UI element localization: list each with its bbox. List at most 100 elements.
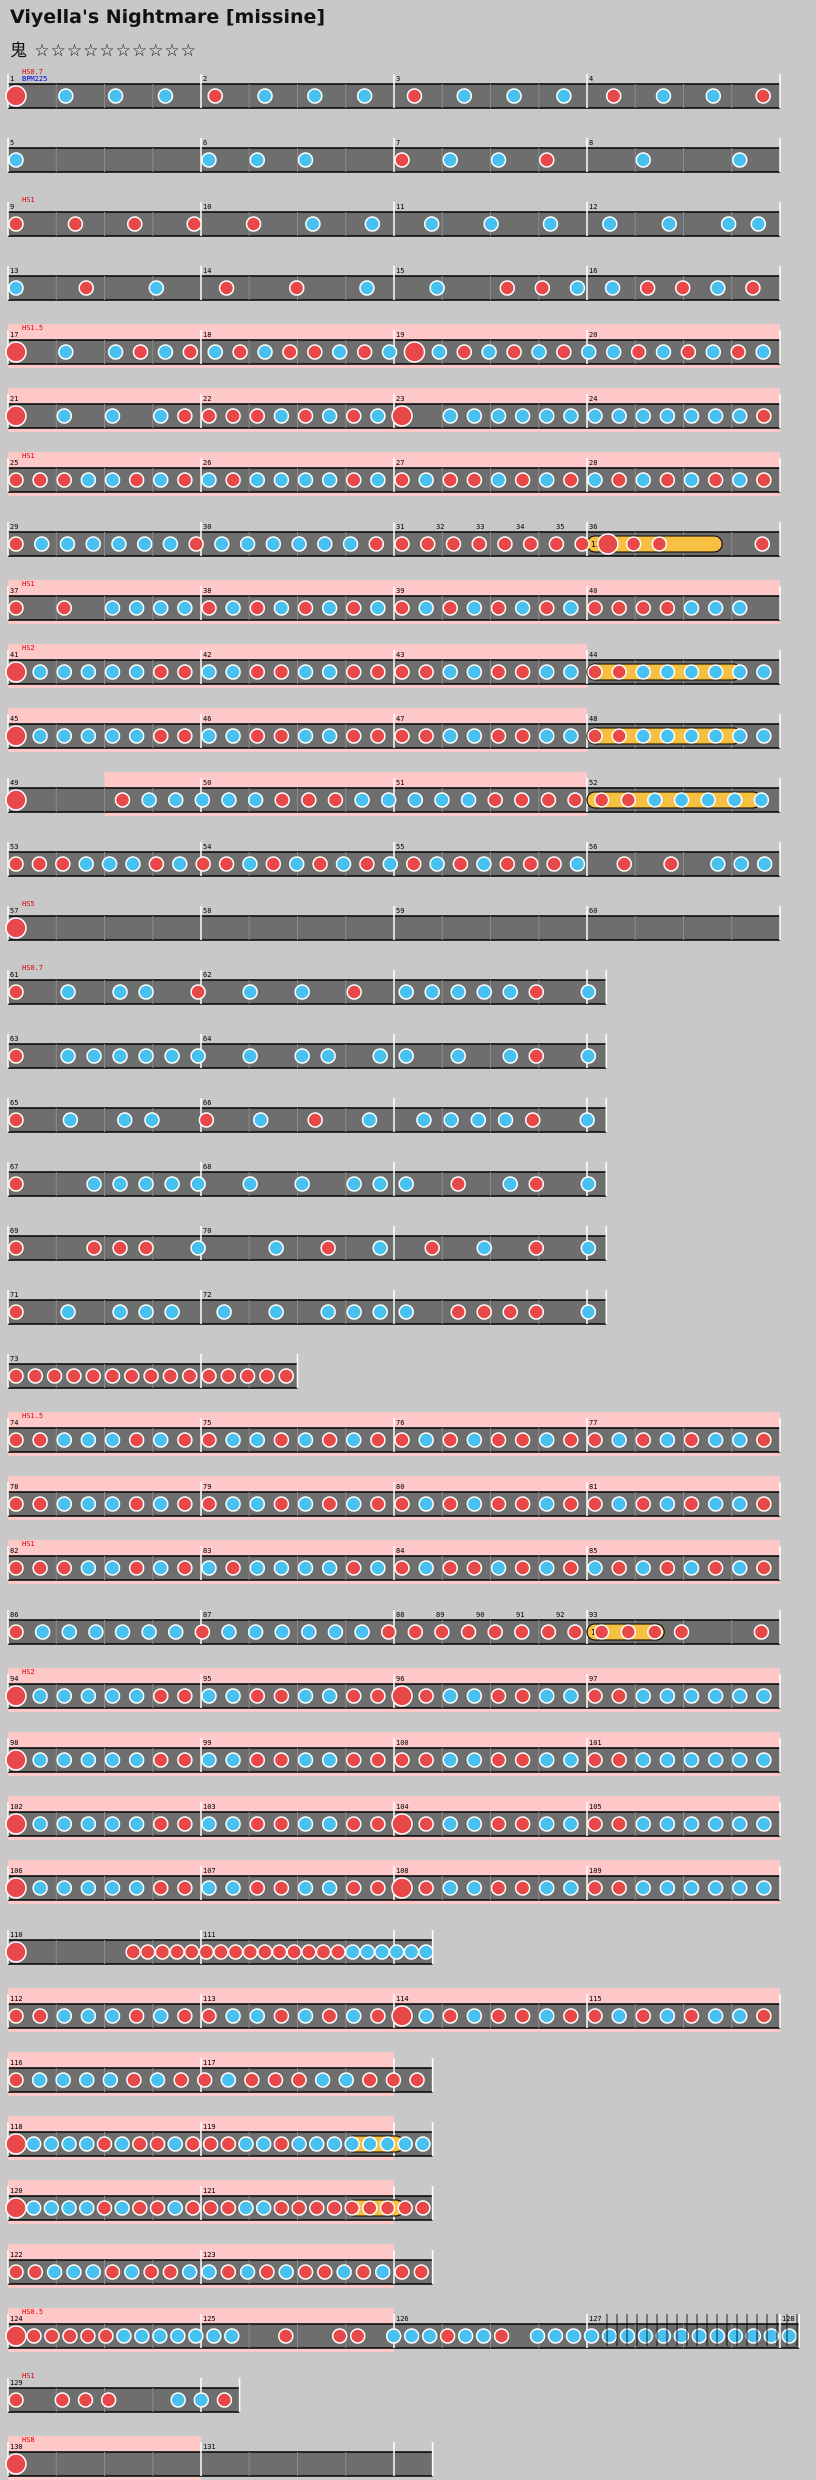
don-note xyxy=(56,600,72,616)
measure-number: 27 xyxy=(396,459,404,467)
don-note xyxy=(452,856,469,872)
ka-note xyxy=(257,344,273,360)
don-note xyxy=(346,1880,362,1896)
don-note xyxy=(466,1560,483,1576)
scroll-speed-label: HS1 xyxy=(22,1540,35,1548)
measure-number: 131 xyxy=(203,2443,216,2451)
ka-note xyxy=(707,1816,724,1832)
measure-number: 45 xyxy=(10,715,18,723)
ka-note xyxy=(539,408,555,424)
don-note xyxy=(149,2136,166,2152)
ka-note xyxy=(193,2392,210,2408)
don-note xyxy=(625,536,642,552)
ka-note xyxy=(356,88,373,104)
don-note xyxy=(273,1752,290,1768)
don-note xyxy=(291,2072,307,2088)
don-note xyxy=(680,344,697,360)
don-note xyxy=(201,600,217,616)
ka-note xyxy=(346,1176,362,1192)
don-note xyxy=(490,1752,507,1768)
ka-note xyxy=(397,2136,413,2152)
don-note xyxy=(128,1496,145,1512)
ka-note xyxy=(225,664,241,680)
measure-number: 110 xyxy=(10,1931,23,1939)
don-note xyxy=(297,600,314,616)
ka-note xyxy=(297,728,314,744)
ka-note xyxy=(58,344,74,360)
don-note xyxy=(450,1304,466,1320)
measure-number: 6 xyxy=(203,139,207,147)
don-note xyxy=(207,88,223,104)
ka-note xyxy=(732,152,748,168)
don-note xyxy=(620,1624,637,1640)
measure-number: 3 xyxy=(396,75,400,83)
ka-note xyxy=(361,1112,378,1128)
gogo-band xyxy=(8,2218,394,2224)
ka-note xyxy=(605,344,622,360)
don-note xyxy=(267,2072,284,2088)
ka-note xyxy=(497,1112,514,1128)
don-note xyxy=(5,2453,27,2475)
don-note xyxy=(8,1240,24,1256)
ka-note xyxy=(136,536,153,552)
don-note xyxy=(356,344,373,360)
don-note xyxy=(273,2008,290,2024)
don-note xyxy=(32,1496,48,1512)
ka-note xyxy=(114,2200,130,2216)
measure-number: 42 xyxy=(203,651,211,659)
ka-note xyxy=(732,1560,748,1576)
ka-note xyxy=(321,1688,338,1704)
don-note xyxy=(490,1880,507,1896)
ka-note xyxy=(635,1816,651,1832)
scroll-speed-label: HS5 xyxy=(22,900,35,908)
don-note xyxy=(273,2136,290,2152)
measure-number: 51 xyxy=(396,779,404,787)
ka-note xyxy=(225,728,241,744)
ka-note xyxy=(60,984,76,1000)
ka-note xyxy=(442,152,458,168)
ka-note xyxy=(483,216,499,232)
don-note xyxy=(194,1624,211,1640)
don-note xyxy=(8,856,24,872)
measure-number: 66 xyxy=(203,1099,211,1107)
ka-note xyxy=(114,1624,131,1640)
measure-number: 38 xyxy=(203,587,211,595)
don-note xyxy=(418,728,434,744)
don-note xyxy=(55,856,71,872)
ka-note xyxy=(380,792,397,808)
don-note xyxy=(153,1688,169,1704)
ka-note xyxy=(242,1048,258,1064)
measure-number: 10 xyxy=(203,203,211,211)
ka-note xyxy=(466,1496,483,1512)
don-note xyxy=(597,533,619,555)
don-note xyxy=(5,405,27,427)
measure-number: 71 xyxy=(10,1291,18,1299)
measure-number: 65 xyxy=(10,1099,18,1107)
ka-note xyxy=(732,408,748,424)
don-note xyxy=(297,2264,314,2280)
don-note xyxy=(490,600,507,616)
ka-note xyxy=(221,1624,237,1640)
measure-number: 117 xyxy=(203,2059,216,2067)
measure-number: 47 xyxy=(396,715,404,723)
ka-note xyxy=(659,2008,676,2024)
ka-note xyxy=(398,1176,414,1192)
measure-number: 4 xyxy=(589,75,593,83)
measure-number: 120 xyxy=(10,2187,23,2195)
ka-note xyxy=(418,600,434,616)
ka-note xyxy=(242,984,258,1000)
ka-note xyxy=(539,1560,555,1576)
don-note xyxy=(177,1432,193,1448)
ka-note xyxy=(514,600,531,616)
ka-note xyxy=(372,1048,388,1064)
ka-note xyxy=(255,2200,272,2216)
ka-note xyxy=(756,856,773,872)
don-note xyxy=(249,1816,265,1832)
measure-number: 97 xyxy=(589,1675,597,1683)
ka-note xyxy=(152,2328,168,2344)
don-note xyxy=(546,856,562,872)
don-note xyxy=(497,536,513,552)
ka-note xyxy=(659,1816,676,1832)
ka-note xyxy=(707,2008,724,2024)
ka-note xyxy=(539,728,555,744)
